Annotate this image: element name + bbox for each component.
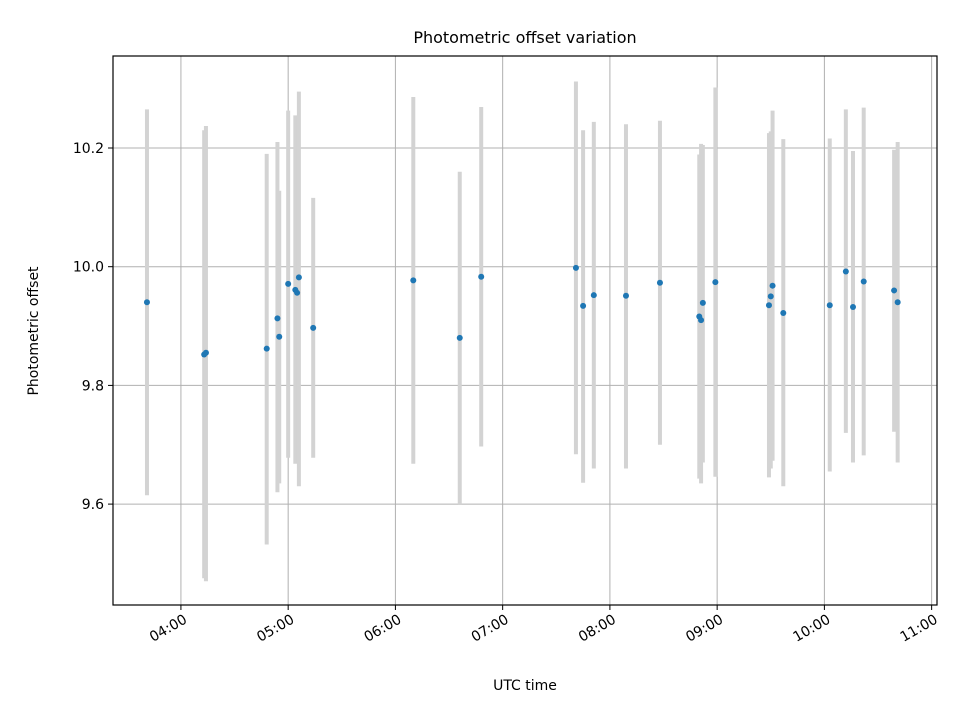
data-point	[656, 279, 663, 286]
data-point	[274, 315, 281, 322]
y-tick-label: 10.0	[73, 260, 104, 276]
y-tick-label: 9.8	[82, 378, 104, 394]
data-point	[263, 345, 270, 352]
data-point	[699, 299, 706, 306]
data-points	[143, 264, 901, 358]
data-point	[478, 273, 485, 280]
data-point	[294, 289, 301, 296]
data-point	[769, 282, 776, 289]
data-point	[849, 304, 856, 311]
data-point	[590, 292, 597, 299]
data-point	[276, 333, 283, 340]
y-tick-label: 10.2	[73, 141, 104, 157]
data-point	[860, 278, 867, 285]
y-axis-ticks: 9.6 9.8 10.0 10.2	[73, 141, 113, 513]
data-point	[842, 268, 849, 275]
data-point	[765, 302, 772, 309]
data-point	[456, 334, 463, 341]
data-point	[698, 317, 705, 324]
chart-title: Photometric offset variation	[413, 28, 636, 47]
y-axis-label: Photometric offset	[26, 266, 42, 396]
data-point	[310, 324, 317, 331]
data-point	[285, 280, 292, 287]
data-point	[295, 274, 302, 281]
data-point	[894, 299, 901, 306]
plot-area-frame	[112, 55, 938, 606]
data-point	[712, 279, 719, 286]
data-point	[891, 287, 898, 294]
data-point	[410, 277, 417, 284]
data-point	[202, 349, 209, 356]
x-axis-label: UTC time	[493, 678, 557, 694]
data-point	[780, 309, 787, 316]
data-point	[767, 293, 774, 300]
data-point	[580, 302, 587, 309]
data-point	[622, 292, 629, 299]
data-point	[572, 264, 579, 271]
data-point	[826, 302, 833, 309]
data-point	[143, 299, 150, 306]
y-tick-label: 9.6	[82, 497, 104, 513]
